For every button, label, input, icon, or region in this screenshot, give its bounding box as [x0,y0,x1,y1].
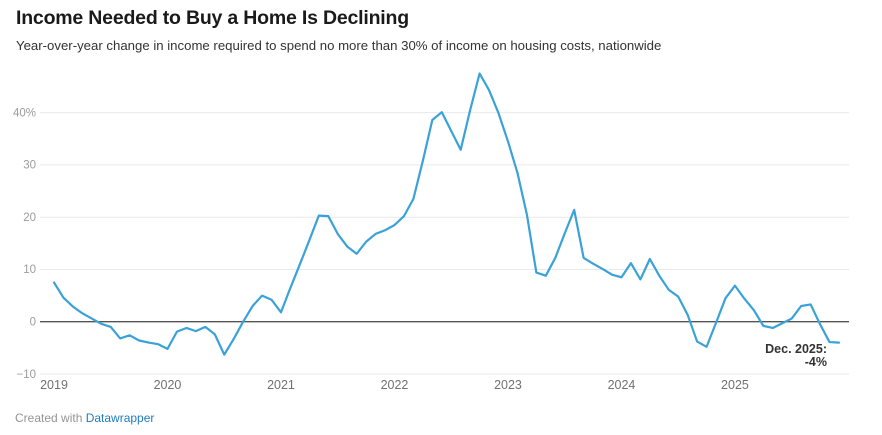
page-title: Income Needed to Buy a Home Is Declining [16,7,409,29]
chart-subtitle: Year-over-year change in income required… [16,38,662,53]
y-tick-label: 30 [23,160,36,172]
y-tick-label: 10 [23,264,36,276]
annotation-value-label: -4% [804,355,827,369]
y-tick-label: 0 [30,317,36,329]
datawrapper-link[interactable]: Datawrapper [85,411,155,425]
annotation-date-label: Dec. 2025: [765,342,827,356]
x-tick-label: 2022 [381,378,409,392]
x-tick-label: 2023 [494,378,522,392]
x-tick-label: 2021 [267,378,295,392]
attribution-footer: Created with Datawrapper [15,411,154,425]
x-tick-label: 2025 [721,378,749,392]
data-line-series [52,72,841,356]
last-point-annotation: Dec. 2025: -4% [660,343,827,369]
y-tick-label: 20 [23,212,36,224]
x-tick-label: 2020 [154,378,182,392]
y-tick-label: 40% [13,107,36,119]
y-tick-label: −10 [16,369,36,381]
x-tick-label: 2024 [608,378,636,392]
x-tick-label: 2019 [40,378,68,392]
attribution-prefix: Created with [15,411,86,425]
